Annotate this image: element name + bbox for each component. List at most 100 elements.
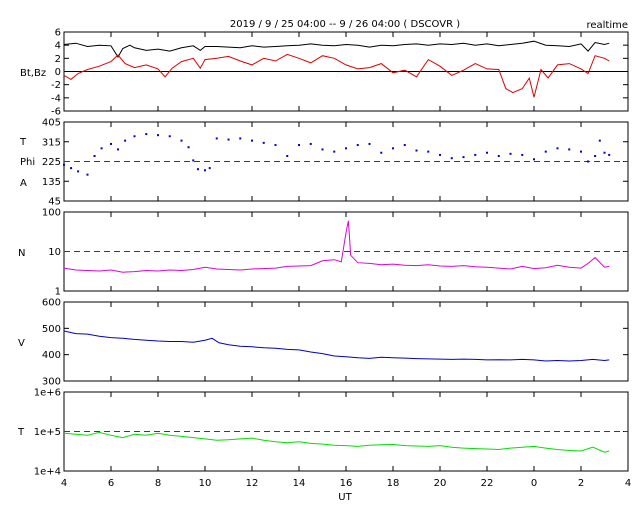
series-line-density: [63, 220, 610, 273]
data-point-phi: [145, 133, 148, 136]
data-point-phi: [580, 150, 582, 153]
panel-ylabel-phi-phi: Phi: [20, 157, 35, 168]
data-point-phi: [380, 151, 383, 154]
y-tick-label: 6: [55, 28, 61, 39]
data-point-phi: [86, 173, 89, 176]
data-point-phi: [208, 167, 211, 170]
data-point-phi: [333, 150, 336, 153]
data-point-phi: [594, 155, 597, 158]
data-point-phi: [168, 135, 171, 138]
y-tick-label: -2: [51, 80, 61, 91]
data-point-phi: [298, 144, 300, 147]
x-tick-label: 4: [61, 478, 67, 489]
data-point-phi: [439, 153, 441, 156]
panel-speed: 600 500 400 300: [42, 298, 629, 388]
panel-phi-angle: 405 315 225 135 45: [42, 118, 629, 208]
panel-magnetic-field: 6 4 2 0 -2 -4 -6: [51, 28, 629, 118]
data-point-phi: [497, 155, 500, 158]
data-point-phi: [192, 159, 195, 162]
data-point-phi: [262, 141, 265, 144]
data-point-phi: [215, 137, 218, 140]
data-point-phi: [204, 169, 206, 172]
data-point-phi: [93, 155, 96, 158]
series-line-speed: [63, 330, 610, 362]
x-tick-label: 22: [481, 478, 494, 489]
data-point-phi: [321, 148, 324, 151]
data-point-phi: [509, 152, 512, 155]
data-point-phi: [239, 137, 242, 140]
panel-frame: [63, 301, 629, 382]
x-tick-label: 6: [108, 478, 114, 489]
data-point-phi: [110, 142, 112, 145]
data-point-phi: [462, 156, 465, 159]
data-point-phi: [392, 147, 394, 150]
panel-ylabel-temperature: T: [17, 427, 25, 438]
y-tick-label: 1e+6: [34, 388, 61, 399]
realtime-label: realtime: [586, 20, 628, 31]
data-point-phi: [474, 153, 477, 156]
y-tick-label: 45: [48, 197, 61, 208]
data-point-phi: [568, 148, 571, 151]
data-point-phi: [403, 144, 406, 147]
x-tick-label: 0: [531, 478, 537, 489]
data-point-phi: [544, 150, 547, 153]
chart-title: 2019 / 9 / 25 04:00 -- 9 / 26 04:00 ( DS…: [230, 19, 460, 30]
y-tick-label: -6: [51, 107, 61, 118]
y-tick-label: 10: [48, 247, 61, 258]
series-line-bz: [63, 53, 610, 98]
y-tick-label: 300: [42, 377, 61, 388]
panel-ylabel-density: N: [18, 248, 25, 259]
y-tick-label: 500: [42, 324, 61, 335]
y-tick-label: -4: [51, 93, 61, 104]
series-line-bt: [63, 40, 610, 58]
y-tick-label: 100: [42, 208, 61, 219]
data-point-phi: [180, 139, 183, 142]
data-point-phi: [133, 135, 136, 138]
y-tick-label: 405: [42, 118, 61, 129]
x-tick-label: 20: [434, 478, 447, 489]
x-axis-label: UT: [338, 492, 352, 503]
panels-group: 6420-2-4-6405315225135451001016005004003…: [34, 28, 631, 490]
data-point-phi: [286, 155, 289, 158]
panel-ylabel-phi-t: T: [19, 137, 27, 148]
data-point-phi: [196, 168, 199, 171]
data-point-phi: [415, 149, 418, 152]
series-line-temperature: [63, 431, 610, 453]
data-point-phi: [486, 151, 488, 154]
panel-ylabel-speed: V: [18, 338, 25, 349]
data-point-phi: [521, 153, 524, 156]
data-point-phi: [603, 151, 606, 154]
data-point-phi: [70, 167, 73, 170]
y-tick-label: 135: [42, 177, 61, 188]
y-tick-label: 1e+5: [34, 427, 61, 438]
x-tick-label: 16: [340, 478, 353, 489]
y-tick-label: 1: [55, 287, 61, 298]
data-point-phi: [533, 158, 535, 161]
data-point-phi: [274, 144, 277, 147]
panel-temperature: 1e+6 1e+5 1e+4: [34, 388, 629, 478]
data-point-phi: [227, 138, 230, 141]
y-tick-label: 600: [42, 298, 61, 309]
data-point-phi: [598, 139, 601, 142]
data-point-phi: [356, 144, 359, 147]
x-tick-label: 4: [625, 478, 631, 489]
panel-ylabel-btbz: Bt,Bz: [20, 68, 46, 79]
y-tick-label: 315: [42, 137, 61, 148]
data-point-phi: [368, 142, 371, 145]
data-point-phi: [251, 139, 253, 142]
panel-ylabel-phi-a: A: [20, 178, 27, 189]
y-tick-label: 1e+4: [34, 467, 61, 478]
x-tick-label: 18: [387, 478, 400, 489]
data-point-phi: [345, 147, 347, 150]
panel-density: 100 10 1: [42, 208, 629, 298]
data-point-phi: [63, 163, 65, 166]
y-tick-label: 225: [42, 157, 61, 168]
y-tick-label: 2: [55, 54, 61, 65]
x-tick-label: 12: [246, 478, 259, 489]
x-tick-label: 10: [199, 478, 212, 489]
x-tick-label: 2: [578, 478, 584, 489]
data-point-phi: [187, 146, 190, 149]
data-point-phi: [157, 134, 159, 137]
